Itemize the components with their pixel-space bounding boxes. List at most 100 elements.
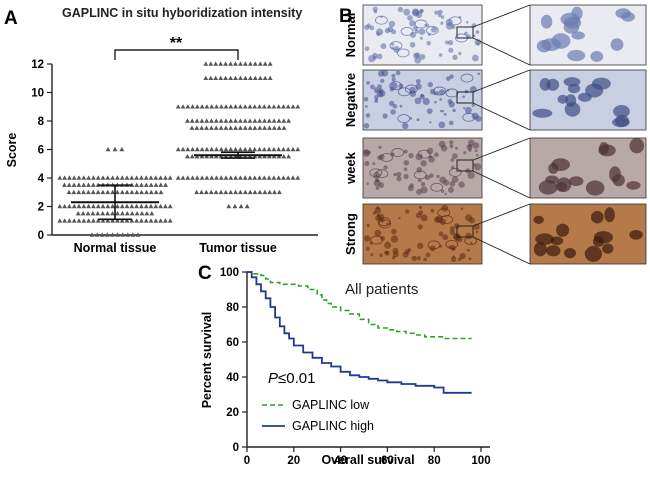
data-point — [105, 203, 111, 209]
data-point — [218, 61, 224, 66]
data-point — [213, 125, 219, 130]
legend-low-label: GAPLINC low — [292, 398, 370, 412]
data-point — [281, 175, 286, 180]
chart-a-y-ticks: 0 2 4 6 8 10 12 — [31, 59, 52, 242]
data-point — [248, 75, 253, 80]
nucleus — [541, 38, 561, 51]
data-point — [228, 104, 234, 109]
data-point — [57, 203, 63, 209]
data-point — [67, 218, 72, 223]
data-point — [110, 211, 115, 216]
significance-stars: ** — [170, 35, 183, 52]
nucleus — [545, 175, 559, 184]
cell — [448, 101, 455, 108]
cell — [448, 120, 454, 126]
nucleus — [591, 77, 611, 90]
data-point — [194, 175, 200, 180]
cell — [416, 256, 421, 261]
micrograph-rows: Normal Negative week Strong — [343, 4, 647, 265]
cell — [450, 256, 457, 262]
cell — [417, 224, 423, 230]
cell — [392, 251, 399, 258]
y-tick-label: 20 — [226, 407, 239, 419]
data-point — [134, 189, 140, 195]
zoom-connector — [472, 37, 531, 66]
cell — [426, 108, 433, 114]
cell — [475, 154, 479, 157]
data-point — [223, 175, 229, 180]
data-point — [153, 189, 159, 195]
y-tick-label: 60 — [226, 337, 239, 349]
cell — [436, 174, 440, 179]
cell — [452, 108, 456, 113]
data-point — [213, 118, 219, 123]
data-point — [290, 104, 296, 109]
cell — [427, 81, 433, 88]
cell — [377, 213, 385, 220]
data-point — [213, 189, 219, 195]
cell — [411, 255, 417, 262]
x-category-tumor: Tumor tissue — [199, 241, 277, 255]
data-point — [139, 182, 144, 187]
cell — [475, 30, 480, 34]
data-point — [233, 75, 238, 80]
data-point — [167, 218, 173, 223]
cell — [468, 257, 472, 261]
cell — [380, 78, 385, 83]
nucleus — [538, 180, 558, 195]
x-tick-label: 20 — [287, 455, 300, 467]
data-point — [247, 104, 253, 109]
cell — [418, 205, 423, 210]
data-point — [158, 218, 163, 223]
data-point — [223, 125, 229, 130]
data-point — [261, 175, 267, 180]
data-point — [286, 154, 291, 159]
data-point — [180, 104, 186, 109]
data-point — [252, 125, 258, 130]
cell — [444, 192, 447, 196]
data-point — [91, 175, 96, 180]
data-point — [208, 61, 214, 66]
data-point — [76, 182, 82, 187]
nucleus — [540, 14, 553, 29]
data-point — [271, 175, 277, 180]
data-point — [238, 75, 243, 80]
cell — [416, 167, 423, 173]
data-point — [266, 146, 272, 152]
cell — [363, 123, 370, 129]
data-point — [295, 175, 301, 180]
cell — [370, 253, 374, 257]
gland — [427, 240, 441, 250]
data-point — [62, 175, 67, 180]
nucleus — [556, 223, 570, 237]
cell — [376, 53, 383, 60]
data-point — [71, 182, 77, 187]
data-point — [76, 203, 82, 209]
nucleus — [565, 94, 577, 107]
panel-a-label: A — [4, 8, 18, 29]
gland — [369, 168, 383, 178]
data-point — [232, 203, 238, 209]
cell — [369, 25, 375, 31]
data-point — [267, 75, 273, 80]
gland — [396, 48, 410, 58]
gland — [462, 112, 476, 122]
nucleus — [629, 230, 643, 240]
data-point — [247, 125, 253, 130]
nucleus — [629, 138, 645, 154]
cell — [382, 113, 388, 119]
data-point — [247, 175, 253, 180]
data-point — [281, 125, 287, 130]
cell — [434, 100, 437, 104]
gland — [374, 15, 388, 25]
cell — [463, 151, 467, 155]
data-point — [281, 154, 287, 159]
data-point — [204, 175, 210, 180]
cell — [378, 145, 382, 149]
data-point — [163, 182, 168, 187]
data-point — [233, 125, 238, 130]
nucleus — [539, 78, 551, 91]
data-point — [238, 104, 243, 109]
data-point — [276, 125, 282, 130]
